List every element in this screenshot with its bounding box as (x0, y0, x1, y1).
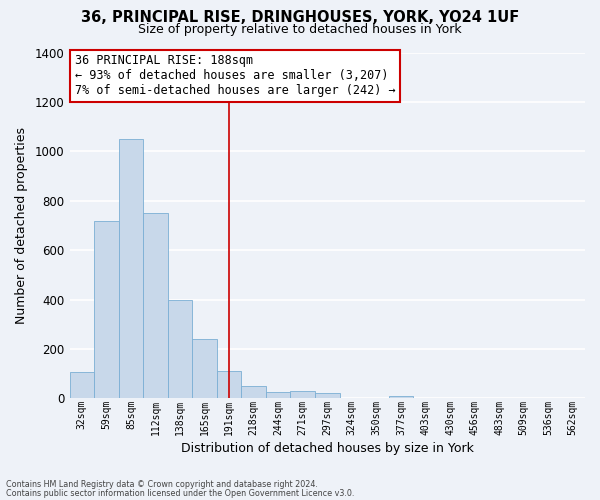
Text: Contains public sector information licensed under the Open Government Licence v3: Contains public sector information licen… (6, 488, 355, 498)
Bar (290, 391, 315, 398)
Bar (217, 371, 241, 398)
Text: 36 PRINCIPAL RISE: 188sqm
← 93% of detached houses are smaller (3,207)
7% of sem: 36 PRINCIPAL RISE: 188sqm ← 93% of detac… (75, 54, 395, 97)
Bar (143, 213, 168, 398)
Bar (241, 386, 266, 398)
Bar (70, 372, 94, 398)
Y-axis label: Number of detached properties: Number of detached properties (15, 127, 28, 324)
Bar (266, 392, 290, 398)
Bar (315, 394, 340, 398)
Text: Size of property relative to detached houses in York: Size of property relative to detached ho… (138, 22, 462, 36)
Bar (94, 220, 119, 398)
Text: Contains HM Land Registry data © Crown copyright and database right 2024.: Contains HM Land Registry data © Crown c… (6, 480, 318, 489)
Bar (168, 300, 192, 398)
X-axis label: Distribution of detached houses by size in York: Distribution of detached houses by size … (181, 442, 474, 455)
Bar (192, 339, 217, 398)
Bar (389, 396, 413, 398)
Text: 36, PRINCIPAL RISE, DRINGHOUSES, YORK, YO24 1UF: 36, PRINCIPAL RISE, DRINGHOUSES, YORK, Y… (81, 10, 519, 25)
Bar (119, 139, 143, 398)
